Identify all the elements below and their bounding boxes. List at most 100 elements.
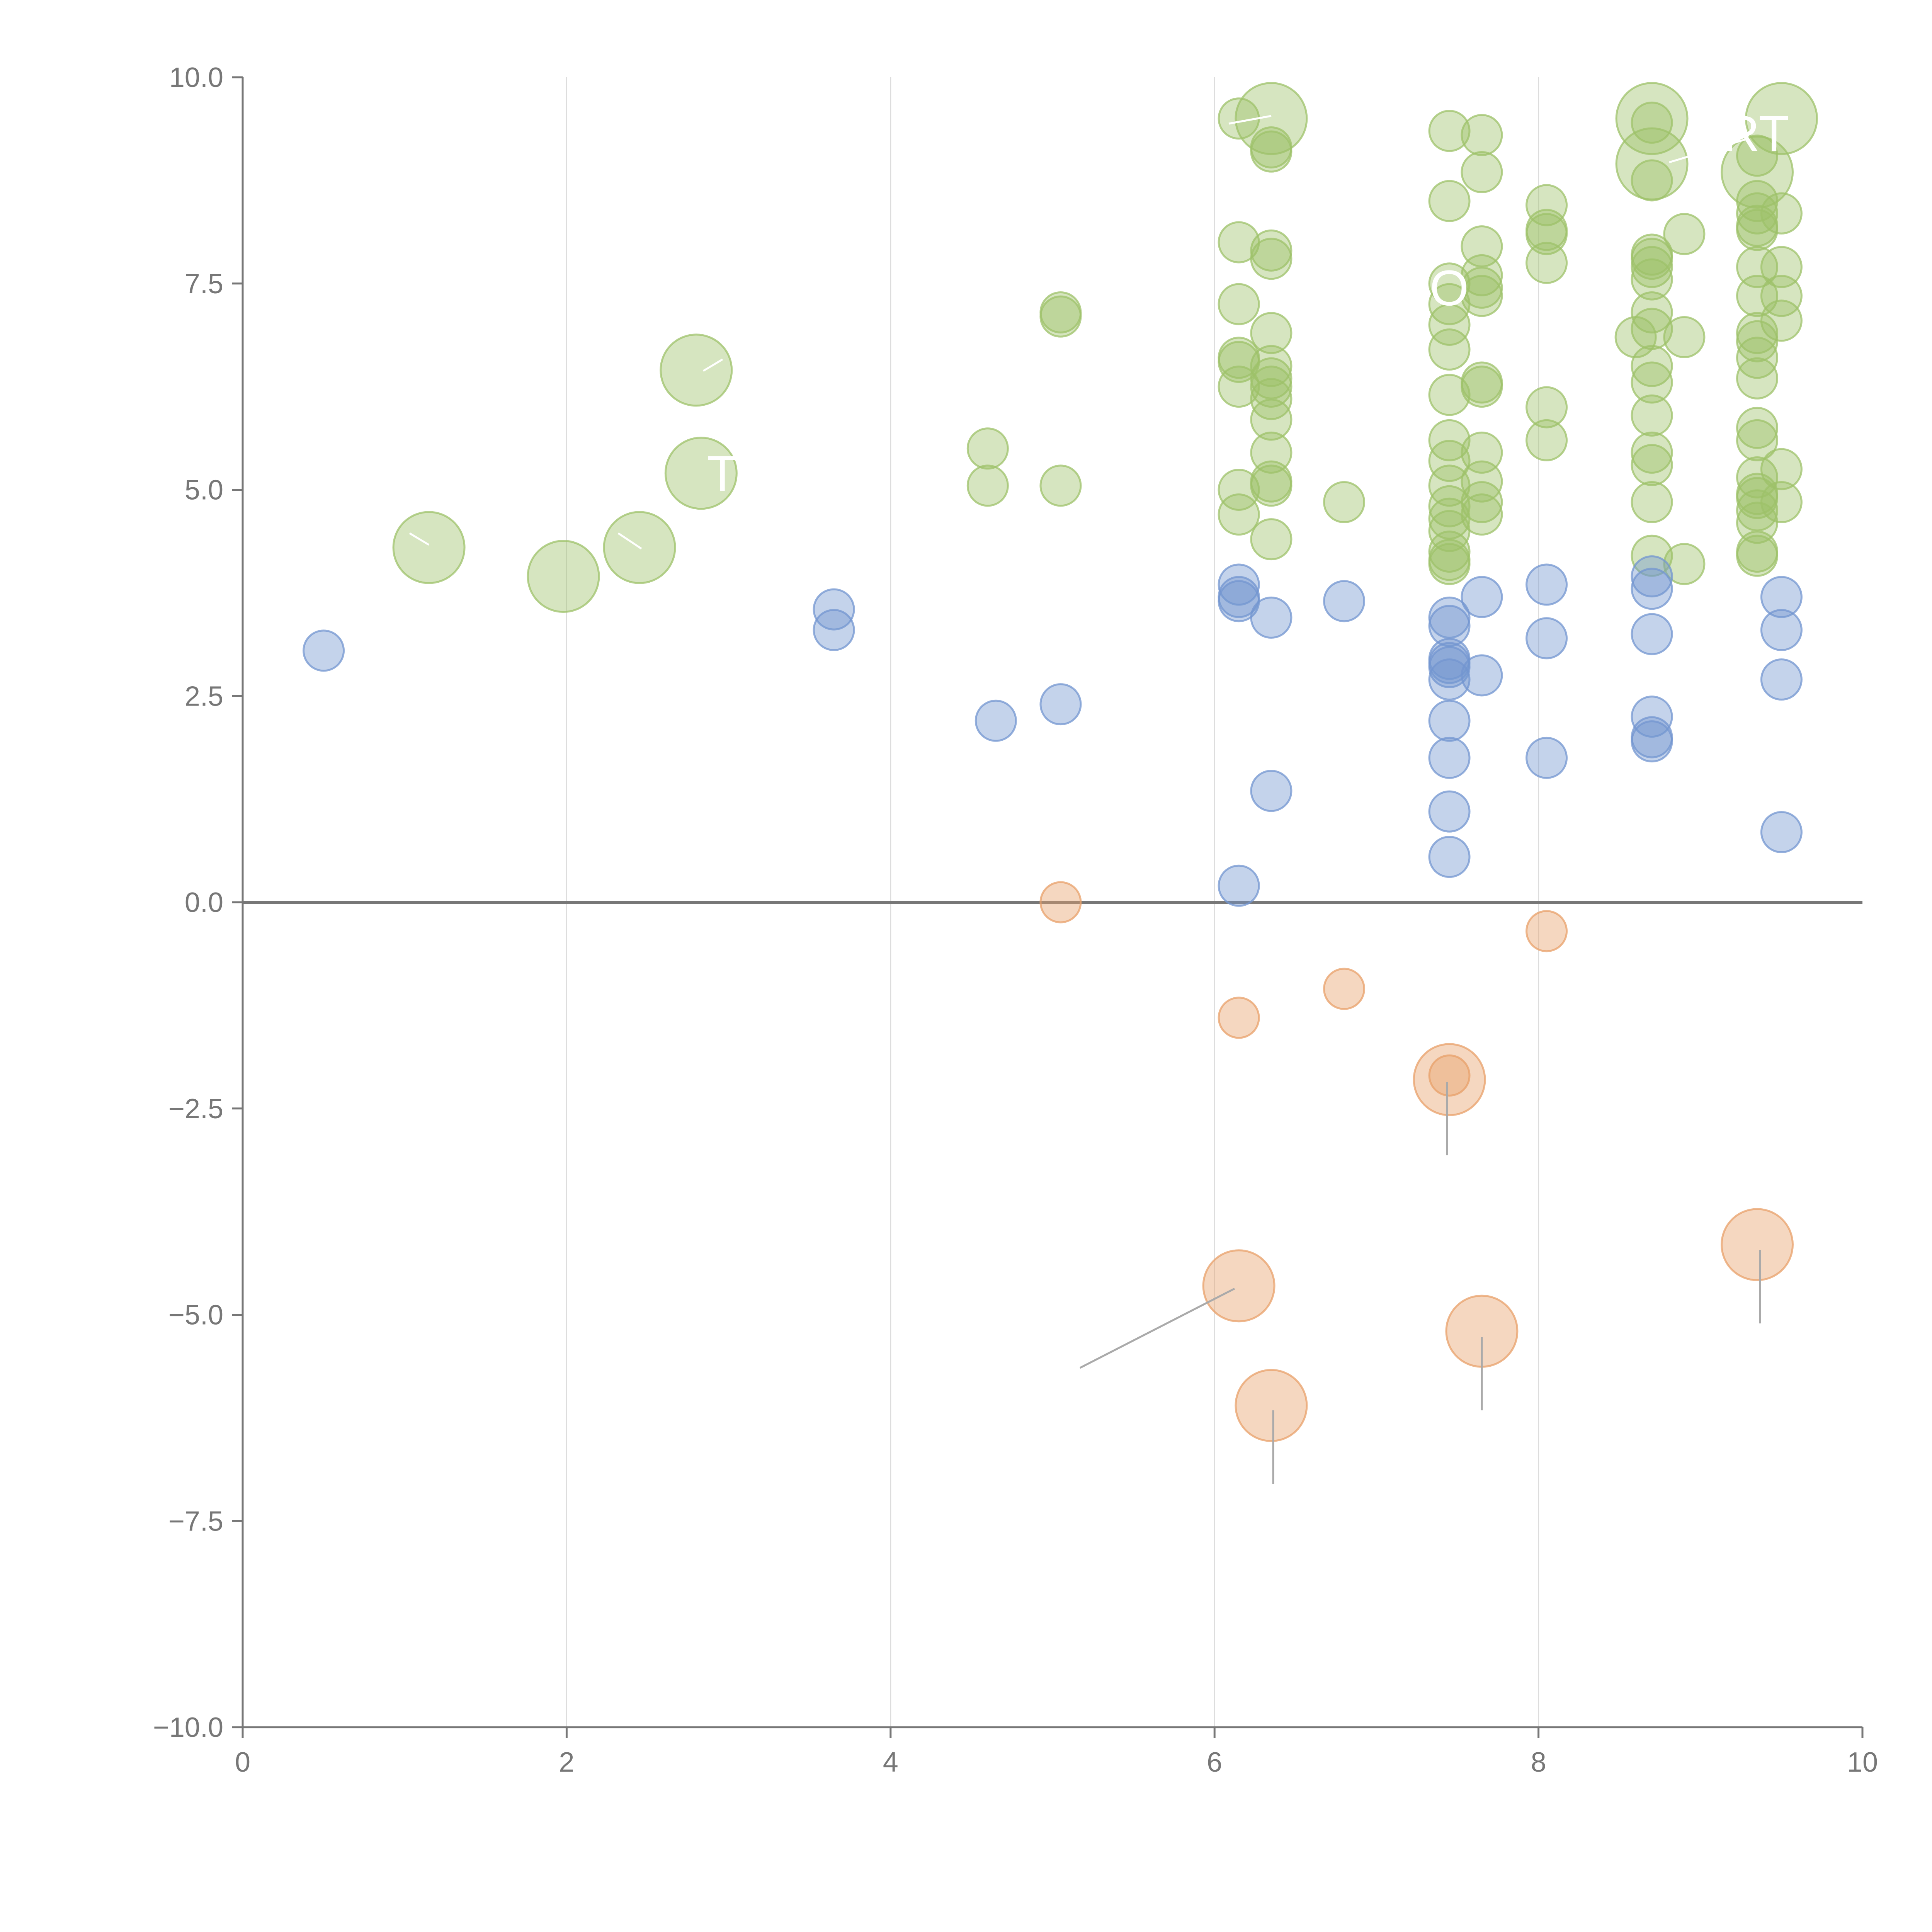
annotation-label-o: O [1430, 260, 1469, 316]
green-bubble [1663, 316, 1706, 359]
green-bubble [1461, 366, 1503, 408]
blue-bubble [1631, 613, 1673, 655]
green-bubble [1736, 502, 1779, 544]
x-tick-label: 4 [883, 1747, 898, 1778]
green-bubble [1461, 114, 1503, 156]
green-bubble [1428, 485, 1471, 527]
blue-bubble [1461, 654, 1503, 697]
annotation-label-rt: RT [1723, 105, 1789, 162]
green-bubble [1526, 386, 1568, 429]
y-tick-label: −2.5 [168, 1094, 223, 1124]
y-tick-label: 10.0 [169, 62, 223, 93]
green-bubble [1250, 398, 1293, 441]
blue-bubble [1218, 864, 1260, 907]
green-bubble [1631, 159, 1673, 202]
blue-bubble [1461, 576, 1503, 618]
annotation-leader-line [1669, 138, 1747, 163]
green-bubble [1526, 184, 1568, 226]
green-bubble [1428, 440, 1471, 482]
green-bubble [1428, 180, 1471, 222]
green-bubble [1736, 419, 1779, 461]
annotation-layer: RT O T [409, 105, 1789, 1484]
y-tick-label: 7.5 [185, 269, 223, 299]
green-bubble [1250, 464, 1293, 507]
blue-bubble [813, 609, 855, 651]
green-bubble [1631, 291, 1673, 333]
y-tick-label: −7.5 [168, 1506, 223, 1537]
blue-bubble [1428, 605, 1471, 647]
annotation-leader-line [617, 532, 642, 550]
x-tick-label: 10 [1847, 1747, 1878, 1778]
green-bubble [1039, 464, 1082, 507]
orange-bubble [1721, 1208, 1794, 1281]
green-bubble [660, 333, 733, 407]
green-bubble [1736, 209, 1779, 251]
blue-bubble [975, 699, 1017, 742]
blue-bubble [1428, 836, 1471, 878]
blue-bubble [1218, 563, 1260, 606]
x-tick-label: 0 [235, 1747, 250, 1778]
green-bubble [527, 540, 600, 613]
green-bubble [1461, 431, 1503, 474]
blue-bubble [1039, 683, 1082, 726]
green-bubble [1250, 431, 1293, 474]
x-tick-label: 6 [1207, 1747, 1222, 1778]
orange-bubble [1428, 1054, 1471, 1097]
green-bubble [1428, 110, 1471, 152]
blue-bubble [1428, 736, 1471, 779]
annotation-leader-line [1228, 115, 1272, 125]
green-bubble [1461, 275, 1503, 317]
green-bubble [1615, 82, 1689, 155]
green-bubble [1736, 320, 1779, 362]
green-bubble [1736, 134, 1779, 177]
green-bubble [1428, 543, 1471, 585]
green-bubble [1631, 246, 1673, 288]
green-bubble [1218, 493, 1260, 536]
blue-bubble [1250, 596, 1293, 639]
y-tick-label: 0.0 [185, 887, 223, 918]
green-bubble [1631, 444, 1673, 486]
green-bubble [1039, 295, 1082, 338]
green-bubble [1663, 543, 1706, 585]
green-bubble [1615, 127, 1689, 201]
orange-bubble [1039, 881, 1082, 923]
green-bubble [1526, 419, 1568, 461]
green-bubble [1736, 534, 1779, 577]
green-bubble [1428, 304, 1471, 346]
green-bubble [1736, 192, 1779, 235]
x-tick-label: 8 [1531, 1747, 1546, 1778]
annotation-leader-line [702, 358, 723, 372]
blue-bubble [1760, 576, 1803, 618]
orange-bubble [1323, 968, 1366, 1010]
green-bubble [1250, 366, 1293, 408]
green-bubble [966, 427, 1009, 470]
blue-bubble [1526, 563, 1568, 606]
green-bubble [1760, 192, 1803, 235]
orange-bubble [1235, 1369, 1308, 1442]
green-bubble [1461, 151, 1503, 194]
green-bubble [1526, 242, 1568, 284]
green-bubble [392, 511, 466, 584]
y-tick-label: 2.5 [185, 681, 223, 712]
green-bubble [1736, 406, 1779, 449]
green-bubble [664, 437, 738, 510]
blue-bubble [1760, 609, 1803, 651]
green-bubble [1631, 258, 1673, 301]
blue-bubble [1428, 658, 1471, 701]
blue-bubble [1760, 811, 1803, 854]
blue-bubble [1428, 790, 1471, 833]
green-bubble [1736, 180, 1779, 222]
blue-bubble [1526, 736, 1568, 779]
y-tick-label: −10.0 [153, 1712, 223, 1743]
annotation-leader-line [1079, 1287, 1235, 1369]
y-tick-label: −5.0 [168, 1300, 223, 1331]
green-bubble [1631, 345, 1673, 387]
green-bubble [1461, 225, 1503, 268]
green-bubble [1736, 489, 1779, 532]
green-bubble [1663, 213, 1706, 255]
orange-bubble [1202, 1249, 1276, 1323]
green-bubble [1631, 101, 1673, 144]
blue-bubble [1250, 770, 1293, 812]
